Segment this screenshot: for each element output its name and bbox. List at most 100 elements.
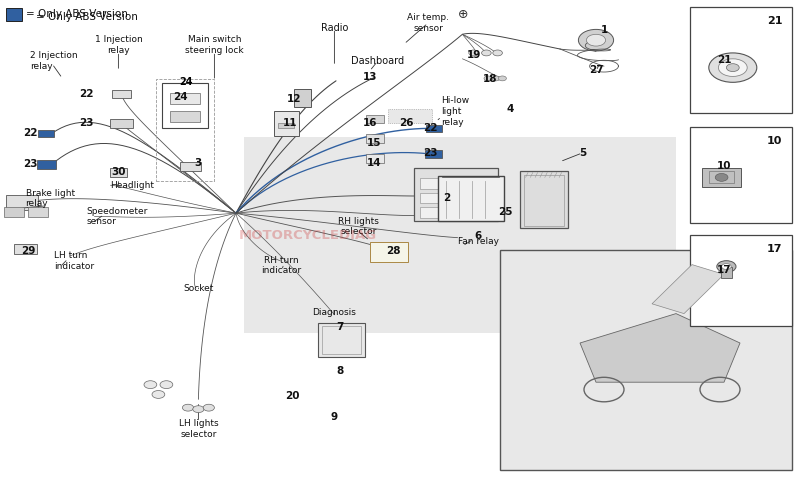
Bar: [366, 115, 384, 123]
Bar: [110, 168, 127, 177]
Bar: [112, 90, 131, 98]
Circle shape: [484, 76, 492, 81]
Bar: [110, 119, 133, 128]
Text: Dashboard: Dashboard: [351, 56, 404, 66]
Circle shape: [203, 404, 214, 411]
Bar: [702, 168, 741, 187]
Text: 10: 10: [717, 161, 731, 171]
Text: 19: 19: [466, 50, 481, 60]
Text: Socket: Socket: [183, 284, 214, 293]
Text: 21: 21: [767, 16, 782, 26]
Text: 17: 17: [767, 244, 782, 254]
Text: 2: 2: [442, 194, 450, 203]
Circle shape: [709, 53, 757, 82]
Text: 5: 5: [578, 148, 586, 158]
Bar: [6, 195, 38, 210]
Bar: [444, 207, 462, 218]
Text: Hi-low
light
relay: Hi-low light relay: [442, 97, 470, 127]
Bar: [500, 250, 792, 470]
Text: 7: 7: [336, 322, 344, 332]
Bar: [366, 134, 384, 143]
Text: 24: 24: [179, 77, 192, 87]
Text: 6: 6: [474, 231, 482, 241]
Text: LH turn
indicator: LH turn indicator: [54, 251, 94, 270]
Text: Radio: Radio: [321, 24, 348, 33]
Text: 3: 3: [194, 158, 202, 168]
Bar: [162, 83, 208, 128]
Text: Diagnosis: Diagnosis: [313, 308, 356, 317]
Circle shape: [717, 261, 736, 272]
Text: 2 Injection
relay: 2 Injection relay: [30, 51, 78, 71]
Circle shape: [578, 29, 614, 51]
Bar: [438, 176, 504, 221]
Text: Headlight: Headlight: [110, 181, 154, 190]
Text: 1: 1: [600, 25, 608, 35]
Text: $\oplus$: $\oplus$: [457, 8, 468, 21]
Circle shape: [498, 76, 506, 81]
Text: RH lights
selector: RH lights selector: [338, 217, 379, 236]
Text: 8: 8: [336, 367, 344, 376]
Text: 28: 28: [386, 246, 401, 256]
Bar: [426, 124, 442, 132]
Text: LH lights
selector: LH lights selector: [178, 419, 218, 439]
Bar: [468, 193, 486, 203]
Bar: [156, 79, 214, 181]
Circle shape: [193, 406, 204, 413]
Bar: [420, 207, 438, 218]
Bar: [468, 207, 486, 218]
Bar: [14, 244, 37, 254]
Circle shape: [144, 381, 157, 389]
Text: 21: 21: [717, 55, 731, 65]
Bar: [709, 172, 734, 183]
Circle shape: [482, 50, 491, 56]
Bar: [444, 193, 462, 203]
Text: 17: 17: [717, 266, 731, 275]
Circle shape: [182, 404, 194, 411]
Bar: [468, 178, 486, 189]
Text: 1 Injection
relay: 1 Injection relay: [94, 35, 142, 55]
Text: 14: 14: [367, 158, 382, 168]
Bar: [690, 235, 792, 326]
Bar: [274, 111, 299, 136]
Bar: [388, 109, 432, 123]
Bar: [38, 129, 54, 137]
Text: 16: 16: [362, 119, 377, 128]
Text: 22: 22: [23, 128, 38, 138]
Text: 11: 11: [282, 119, 297, 128]
Bar: [444, 178, 462, 189]
Circle shape: [469, 50, 478, 56]
Bar: [6, 8, 22, 21]
Text: 23: 23: [23, 159, 38, 169]
Text: Main switch
steering lock: Main switch steering lock: [185, 35, 244, 55]
Text: Fan relay: Fan relay: [458, 237, 498, 245]
Text: = Only ABS Version: = Only ABS Version: [26, 9, 128, 19]
Bar: [425, 150, 442, 158]
Text: Brake light
relay: Brake light relay: [26, 189, 74, 208]
Bar: [278, 123, 294, 128]
Bar: [180, 162, 201, 172]
Text: MOTORCYCLEDIAG: MOTORCYCLEDIAG: [239, 229, 377, 242]
Bar: [420, 193, 438, 203]
Text: 10: 10: [767, 136, 782, 146]
Text: 24: 24: [173, 92, 187, 102]
Bar: [520, 172, 568, 228]
Bar: [414, 168, 498, 221]
Bar: [244, 137, 676, 333]
Bar: [721, 267, 732, 278]
Text: Speedometer
sensor: Speedometer sensor: [86, 207, 148, 226]
Text: Air temp.
sensor: Air temp. sensor: [407, 13, 449, 33]
Bar: [420, 178, 438, 189]
Text: 27: 27: [589, 65, 603, 74]
Text: 4: 4: [506, 104, 514, 114]
Bar: [370, 242, 408, 262]
Bar: [366, 154, 384, 163]
Text: 23: 23: [79, 119, 94, 128]
Text: = Only ABS Version: = Only ABS Version: [36, 12, 138, 22]
Text: 15: 15: [367, 138, 382, 148]
Text: 22: 22: [423, 123, 438, 133]
Circle shape: [722, 264, 731, 270]
Text: 29: 29: [21, 246, 35, 256]
Text: 30: 30: [111, 168, 126, 177]
Circle shape: [493, 50, 502, 56]
Circle shape: [718, 59, 747, 76]
